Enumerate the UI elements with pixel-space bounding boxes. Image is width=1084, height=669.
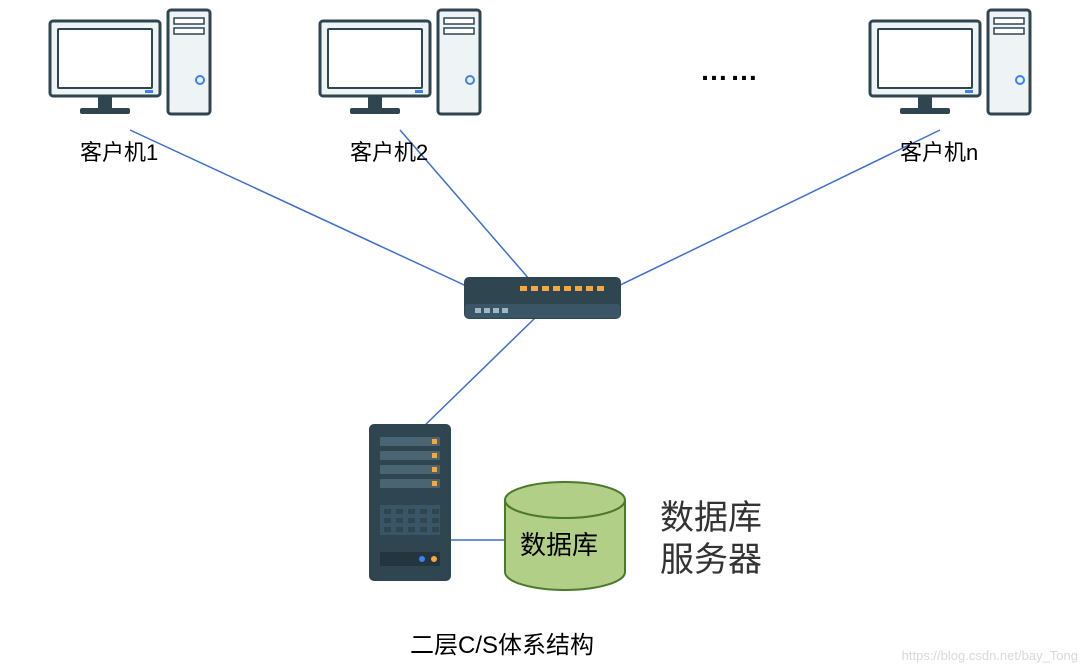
switch-icon xyxy=(465,278,620,318)
edge xyxy=(610,130,940,290)
clientN-label: 客户机n xyxy=(900,135,978,167)
caption: 二层C/S体系结构 xyxy=(410,625,594,660)
server-label-line2: 服务器 xyxy=(660,532,762,581)
ellipsis-label: …… xyxy=(700,55,760,87)
database-label: 数据库 xyxy=(520,525,598,562)
server-icon xyxy=(370,425,450,580)
watermark: https://blog.csdn.net/bay_Tong xyxy=(902,648,1078,663)
edge xyxy=(420,318,535,430)
network-diagram xyxy=(0,0,1084,669)
client2-label: 客户机2 xyxy=(350,135,428,167)
clientN-icon xyxy=(870,10,1030,114)
client1-icon xyxy=(50,10,210,114)
client1-label: 客户机1 xyxy=(80,135,158,167)
client2-icon xyxy=(320,10,480,114)
